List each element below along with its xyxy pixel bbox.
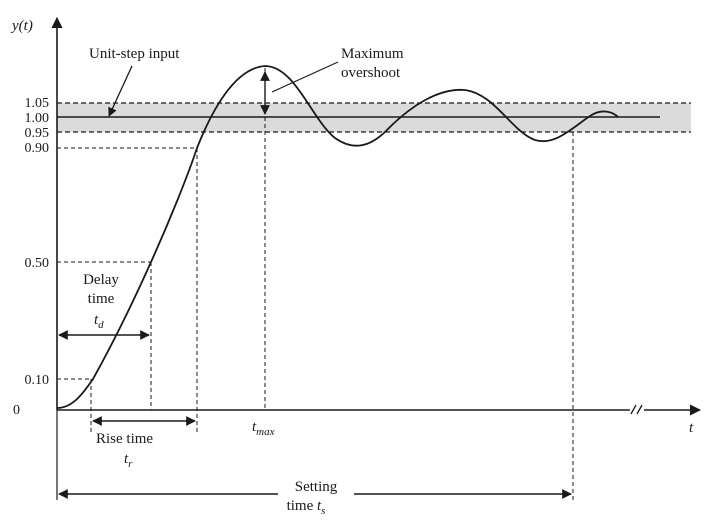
ytick-0: 0 — [13, 403, 20, 418]
delay-time-label-line2: time — [88, 291, 115, 307]
max-overshoot-label-line1: Maximum — [341, 46, 404, 62]
max-overshoot-label-line2: overshoot — [341, 65, 401, 81]
tmax-label: tmax — [252, 419, 275, 438]
y-axis-label: y(t) — [10, 18, 33, 34]
ytick-0-90: 0.90 — [25, 141, 50, 156]
delay-time-label-line1: Delay — [83, 272, 119, 288]
ytick-1-05: 1.05 — [25, 96, 50, 111]
max-overshoot-pointer — [271, 61, 339, 93]
delay-time-symbol: td — [94, 312, 104, 331]
unit-step-input-label: Unit-step input — [89, 46, 180, 62]
ytick-0-95: 0.95 — [25, 126, 50, 141]
ytick-1-00: 1.00 — [25, 111, 50, 126]
ytick-0-50: 0.50 — [25, 256, 50, 271]
settling-time-label-line1: Setting — [295, 479, 338, 495]
rise-time-symbol: tr — [124, 451, 133, 470]
step-response-curve — [56, 65, 619, 409]
x-axis-label: t — [689, 420, 694, 436]
rise-time-label: Rise time — [96, 431, 153, 447]
ytick-0-10: 0.10 — [25, 373, 50, 388]
double-slash-break-icon — [630, 404, 643, 415]
unit-step-pointer-arrow — [108, 65, 133, 117]
settling-time-label-line2: time ts — [287, 498, 326, 517]
